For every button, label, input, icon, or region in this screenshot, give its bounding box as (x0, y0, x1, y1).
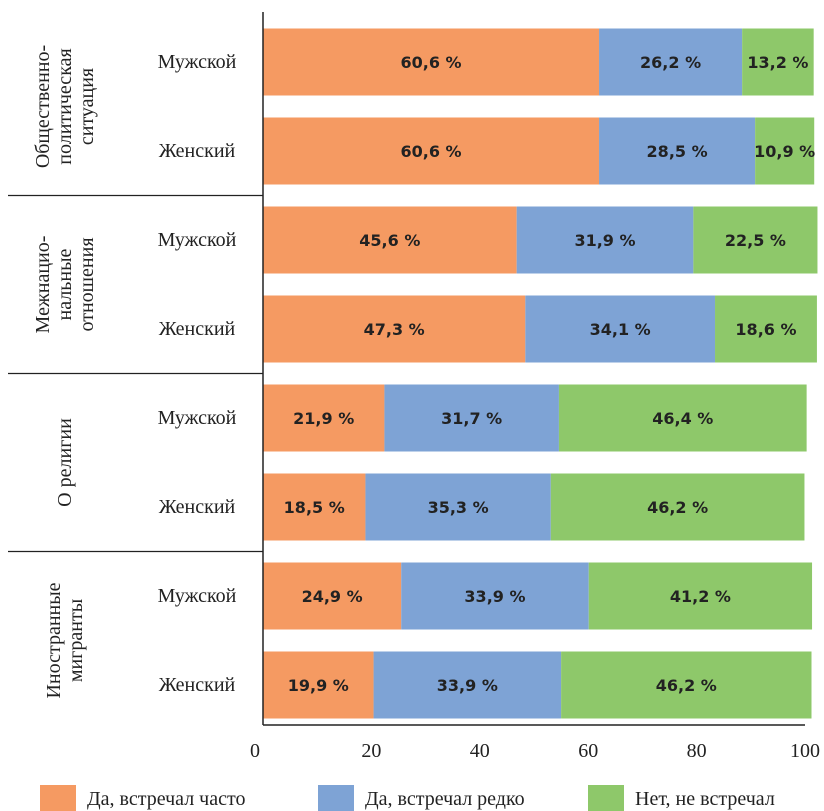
data-label: 34,1 % (590, 320, 651, 339)
data-label: 31,9 % (574, 231, 635, 250)
data-label: 45,6 % (359, 231, 420, 250)
row-label: Мужской (158, 51, 237, 73)
data-label: 28,5 % (647, 142, 708, 161)
x-tick-label: 60 (578, 740, 598, 762)
group-label: Межнацио- (32, 236, 54, 334)
data-label: 46,2 % (647, 498, 708, 517)
bar-segment (263, 384, 385, 452)
row-label: Мужской (158, 229, 237, 251)
data-label: 60,6 % (400, 142, 461, 161)
data-label: 19,9 % (288, 676, 349, 695)
data-label: 22,5 % (725, 231, 786, 250)
data-label: 33,9 % (464, 587, 525, 606)
legend-label: Да, встречал часто (87, 788, 245, 810)
group-label: Иностранные (43, 582, 65, 698)
x-tick-label: 20 (361, 740, 381, 762)
legend-swatch (40, 785, 76, 811)
data-label: 18,5 % (284, 498, 345, 517)
bar-segment (561, 651, 812, 719)
x-tick-label: 80 (687, 740, 707, 762)
bar-segment (558, 384, 807, 452)
data-label: 18,6 % (735, 320, 796, 339)
row-label: Мужской (158, 585, 237, 607)
x-tick-label: 0 (250, 740, 260, 762)
bar-segment (742, 28, 814, 96)
group-label: мигранты (65, 599, 87, 682)
bar-segment (263, 651, 374, 719)
bar-segment (365, 473, 551, 541)
bar-segment (588, 562, 813, 630)
row-label: Женский (159, 140, 236, 162)
bar-segment (263, 473, 366, 541)
bar-segment (373, 651, 562, 719)
group-label: политическая (54, 48, 76, 164)
legend-swatch (588, 785, 624, 811)
data-label: 60,6 % (400, 53, 461, 72)
data-label: 21,9 % (293, 409, 354, 428)
data-label: 41,2 % (670, 587, 731, 606)
bar-segment (525, 295, 716, 363)
bar-segment (263, 295, 526, 363)
legend-label: Нет, не встречал (635, 788, 775, 810)
data-label: 10,9 % (754, 142, 815, 161)
legend-swatch (318, 785, 354, 811)
data-label: 46,4 % (652, 409, 713, 428)
bar-segment (384, 384, 559, 452)
data-label: 47,3 % (364, 320, 425, 339)
bar-segment (755, 117, 815, 185)
bar-segment (599, 28, 743, 96)
bar-segment (599, 117, 756, 185)
row-label: Женский (159, 674, 236, 696)
group-label: Общественно- (32, 45, 54, 168)
data-label: 33,9 % (437, 676, 498, 695)
group-label: О религии (54, 418, 76, 507)
bar-segment (693, 206, 818, 274)
row-label: Женский (159, 496, 236, 518)
data-label: 35,3 % (428, 498, 489, 517)
bar-segment (715, 295, 817, 363)
bar-segment (516, 206, 694, 274)
bar-segment (263, 28, 600, 96)
x-tick-label: 40 (470, 740, 490, 762)
row-label: Мужской (158, 407, 237, 429)
data-label: 31,7 % (441, 409, 502, 428)
bar-segment (263, 562, 402, 630)
data-label: 13,2 % (747, 53, 808, 72)
data-label: 46,2 % (656, 676, 717, 695)
data-label: 24,9 % (302, 587, 363, 606)
row-label: Женский (159, 318, 236, 340)
bar-segment (263, 206, 517, 274)
x-tick-label: 100 (790, 740, 820, 762)
bar-segment (550, 473, 805, 541)
bar-segment (263, 117, 600, 185)
group-label: ситуация (76, 68, 98, 145)
group-label: отношения (76, 237, 98, 331)
legend-label: Да, встречал редко (365, 788, 525, 810)
group-label: нальные (54, 248, 76, 320)
bar-segment (401, 562, 589, 630)
data-label: 26,2 % (640, 53, 701, 72)
